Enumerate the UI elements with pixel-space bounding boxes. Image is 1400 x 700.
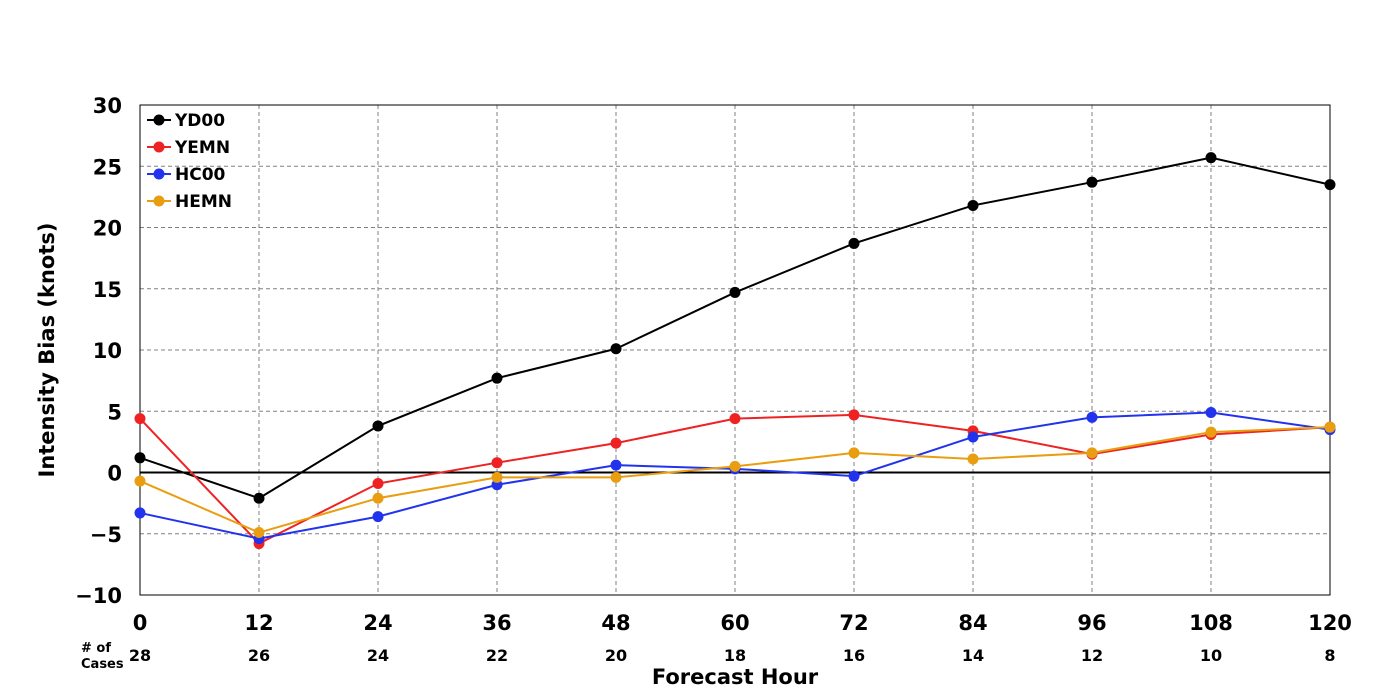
data-point-hemn bbox=[729, 460, 741, 472]
x-tick-label: 24 bbox=[363, 611, 392, 635]
y-tick-label: 5 bbox=[107, 400, 122, 424]
data-point-yd00 bbox=[1205, 152, 1217, 164]
case-count: 28 bbox=[129, 646, 151, 665]
data-point-yd00 bbox=[1086, 176, 1098, 188]
legend-marker-hemn bbox=[153, 195, 165, 207]
data-point-hemn bbox=[1205, 426, 1217, 438]
case-count: 12 bbox=[1081, 646, 1103, 665]
grid bbox=[140, 105, 1330, 595]
x-tick-label: 108 bbox=[1189, 611, 1233, 635]
x-tick-label: 96 bbox=[1077, 611, 1106, 635]
cases-row: # of Cases 28 26 24 22 20 18 16 14 12 10 8 bbox=[81, 641, 1336, 672]
data-point-hc00 bbox=[967, 431, 979, 443]
data-point-yd00 bbox=[372, 420, 384, 432]
cases-title-line-1: # of bbox=[81, 641, 111, 656]
y-axis-title: Intensity Bias (knots) bbox=[35, 223, 59, 478]
legend-label-yemn: YEMN bbox=[174, 138, 230, 158]
x-tick-label: 0 bbox=[133, 611, 148, 635]
plot-frame bbox=[139, 104, 1331, 596]
data-point-yd00 bbox=[1324, 179, 1336, 191]
data-point-hemn bbox=[491, 471, 503, 483]
data-point-yemn bbox=[848, 409, 860, 421]
case-count: 18 bbox=[724, 646, 746, 665]
x-tick-label: 36 bbox=[482, 611, 511, 635]
data-point-hemn bbox=[134, 475, 146, 487]
data-point-yd00 bbox=[610, 343, 622, 355]
data-point-hc00 bbox=[1205, 406, 1217, 418]
data-point-hemn bbox=[1324, 421, 1336, 433]
legend: YD00 YEMN HC00 HEMN bbox=[147, 111, 232, 212]
y-tick-label: 10 bbox=[93, 339, 122, 363]
x-tick-label: 60 bbox=[720, 611, 749, 635]
data-point-yd00 bbox=[253, 492, 265, 504]
y-tick-label: 0 bbox=[107, 462, 122, 486]
data-point-hemn bbox=[372, 492, 384, 504]
data-point-hemn bbox=[967, 453, 979, 465]
cases-title-line-2: Cases bbox=[81, 657, 124, 672]
case-count: 22 bbox=[486, 646, 508, 665]
data-point-yemn bbox=[491, 457, 503, 469]
x-tick-label: 48 bbox=[601, 611, 630, 635]
data-point-yd00 bbox=[491, 372, 503, 384]
x-tick-label: 72 bbox=[839, 611, 868, 635]
case-count: 8 bbox=[1324, 646, 1335, 665]
y-tick-label: −5 bbox=[90, 523, 122, 547]
data-point-hc00 bbox=[610, 459, 622, 471]
data-point-yemn bbox=[372, 478, 384, 490]
data-point-yemn bbox=[729, 413, 741, 425]
series-lines bbox=[134, 152, 1336, 550]
legend-label-hc00: HC00 bbox=[175, 165, 226, 185]
data-point-hemn bbox=[1086, 447, 1098, 459]
legend-marker-hc00 bbox=[153, 168, 165, 180]
data-point-yemn bbox=[134, 413, 146, 425]
legend-marker-yd00 bbox=[153, 114, 165, 126]
y-tick-label: 20 bbox=[93, 217, 122, 241]
case-count: 26 bbox=[248, 646, 270, 665]
data-point-hc00 bbox=[372, 511, 384, 523]
tick-labels: −10 −5 0 5 10 15 20 25 30 0 12 24 36 48 60 72 84 96 108 120 bbox=[75, 94, 1352, 635]
legend-marker-yemn bbox=[153, 141, 165, 153]
x-tick-label: 120 bbox=[1308, 611, 1352, 635]
case-count: 24 bbox=[367, 646, 389, 665]
data-point-hemn bbox=[848, 447, 860, 459]
case-count: 16 bbox=[843, 646, 865, 665]
x-tick-label: 84 bbox=[958, 611, 987, 635]
data-point-yd00 bbox=[134, 452, 146, 464]
data-point-yd00 bbox=[729, 286, 741, 298]
x-axis-title: Forecast Hour bbox=[652, 665, 819, 689]
data-point-hc00 bbox=[134, 507, 146, 519]
legend-label-hemn: HEMN bbox=[175, 192, 232, 212]
case-count: 14 bbox=[962, 646, 984, 665]
case-count: 10 bbox=[1200, 646, 1222, 665]
data-point-yd00 bbox=[967, 199, 979, 211]
data-point-hemn bbox=[253, 527, 265, 539]
y-tick-label: 25 bbox=[93, 155, 122, 179]
data-point-yd00 bbox=[848, 237, 860, 249]
case-count: 20 bbox=[605, 646, 627, 665]
y-tick-label: 15 bbox=[93, 278, 122, 302]
data-point-hc00 bbox=[848, 470, 860, 482]
y-tick-label: −10 bbox=[75, 584, 122, 608]
data-point-yemn bbox=[610, 437, 622, 449]
data-point-hc00 bbox=[1086, 411, 1098, 423]
series-line-yd00 bbox=[139, 156, 1331, 500]
x-tick-label: 12 bbox=[244, 611, 273, 635]
data-point-hemn bbox=[610, 471, 622, 483]
y-tick-label: 30 bbox=[93, 94, 122, 118]
legend-label-yd00: YD00 bbox=[174, 111, 225, 131]
